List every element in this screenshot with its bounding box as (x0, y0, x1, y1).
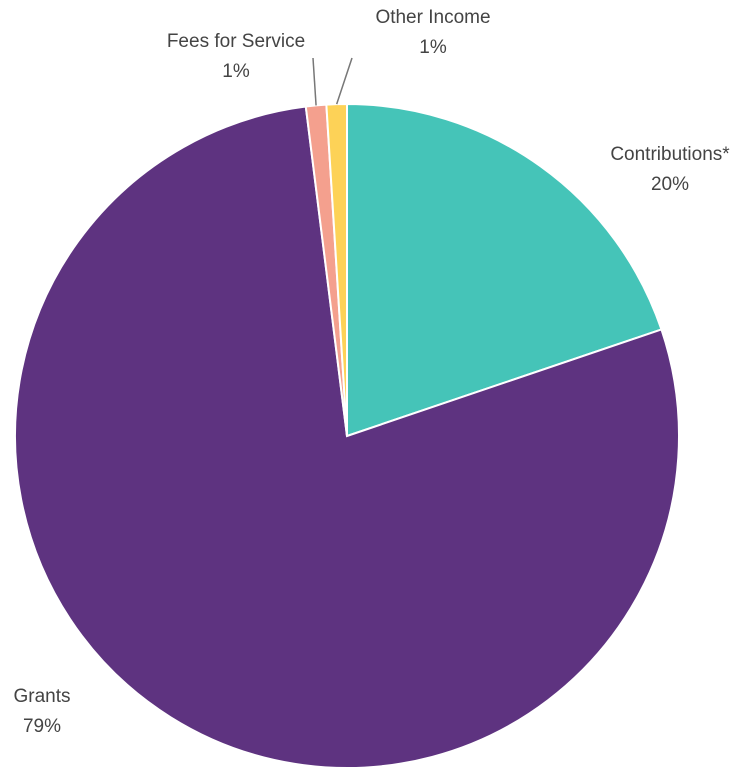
pie-slice (14, 105, 680, 768)
slice-value-label: 1% (222, 61, 250, 82)
pie-slice (346, 102, 663, 438)
slice-label: Other Income (375, 7, 490, 28)
leader-line (335, 57, 353, 105)
slice-label: Grants (13, 686, 70, 707)
slice-label: Fees for Service (167, 31, 305, 52)
slice-value-label: 1% (419, 37, 447, 58)
slice-value-label: 79% (23, 716, 61, 737)
slice-label: Contributions* (610, 144, 730, 165)
leader-line (312, 57, 317, 106)
slice-value-label: 20% (651, 174, 689, 195)
